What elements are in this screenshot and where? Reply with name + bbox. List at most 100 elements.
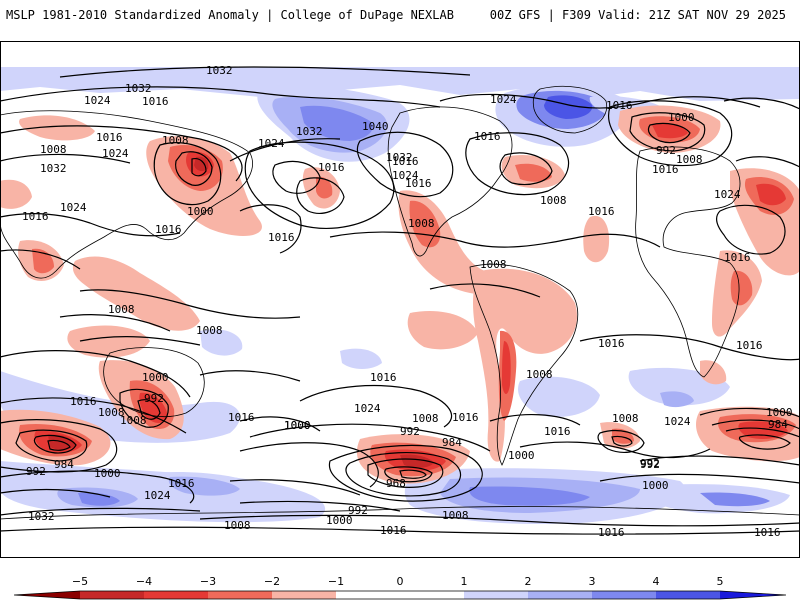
colorbar-swatches xyxy=(13,590,787,600)
anomaly-map: 1032 1032 1024 1016 1008 1024 1016 1032 … xyxy=(0,41,800,558)
antarctica-edge xyxy=(0,506,800,520)
isobar-label: 992 xyxy=(640,458,660,471)
isobar-label: 1016 xyxy=(370,371,397,384)
isobar-label: 1000 xyxy=(642,479,669,492)
colorbar-tick: −3 xyxy=(200,575,216,588)
isobar-label: 992 xyxy=(26,465,46,478)
isobar-label: 1016 xyxy=(544,425,571,438)
isobar-label: 1032 xyxy=(206,64,233,77)
colorbar-tick: −5 xyxy=(72,575,88,588)
isobar-label: 1032 xyxy=(296,125,323,138)
colorbar-tick: 1 xyxy=(461,575,468,588)
isobar-label: 992 xyxy=(348,504,368,517)
isobar-label: 1000 xyxy=(284,419,311,432)
isobar-label: 1016 xyxy=(598,526,625,539)
colorbar-swatch xyxy=(80,591,144,599)
isobar-label: 1000 xyxy=(766,406,793,419)
isobar-label: 1008 xyxy=(480,258,507,271)
greenland xyxy=(532,85,608,134)
isobar-label: 1024 xyxy=(714,188,741,201)
isobar-label: 1016 xyxy=(606,99,633,112)
colorbar-tick: 3 xyxy=(589,575,596,588)
positive-anomaly-shading xyxy=(0,67,800,525)
isobar-label: 1008 xyxy=(224,519,251,532)
isobar-label: 1016 xyxy=(754,526,781,539)
isobar-label: 1024 xyxy=(664,415,691,428)
colorbar-tick: 4 xyxy=(653,575,660,588)
colorbar-swatch xyxy=(592,591,656,599)
colorbar-tick: −1 xyxy=(328,575,344,588)
model-valid-time: 00Z GFS | F309 Valid: 21Z SAT NOV 29 202… xyxy=(489,8,786,22)
isobar-label: 1040 xyxy=(362,120,389,133)
colorbar-tick: −2 xyxy=(264,575,280,588)
isobar-label: 1016 xyxy=(474,130,501,143)
isobar-label: 1024 xyxy=(392,169,419,182)
isobar-label: 1008 xyxy=(412,412,439,425)
colorbar-outline xyxy=(13,590,787,600)
colorbar: −5 −4 −3 −2 −1 0 1 2 3 4 5 xyxy=(13,575,787,600)
colorbar-tick: −4 xyxy=(136,575,152,588)
colorbar-tick: 0 xyxy=(397,575,404,588)
isobar-label: 1008 xyxy=(676,153,703,166)
isobar-label: 1024 xyxy=(258,137,285,150)
isobar-label: 984 xyxy=(768,418,788,431)
isobar-label: 1008 xyxy=(40,143,67,156)
isobar-label: 1016 xyxy=(155,223,182,236)
isobar-label: 1008 xyxy=(162,134,189,147)
isobar-label: 1032 xyxy=(28,510,55,523)
isobar-label: 1008 xyxy=(408,217,435,230)
south-america xyxy=(469,263,579,466)
isobar-label: 1016 xyxy=(452,411,479,424)
isobar-label: 1000 xyxy=(94,467,121,480)
isobar-label: 984 xyxy=(442,436,462,449)
isobar-label: 1000 xyxy=(187,205,214,218)
colorbar-swatch xyxy=(208,591,272,599)
isobar-label: 992 xyxy=(400,425,420,438)
isobar-label: 1016 xyxy=(736,339,763,352)
asia xyxy=(0,110,253,279)
isobar-label: 1008 xyxy=(526,368,553,381)
isobar-label: 1008 xyxy=(612,412,639,425)
colorbar-swatch xyxy=(336,591,464,599)
colorbar-arrow-low xyxy=(14,591,80,599)
isobar-label: 1016 xyxy=(70,395,97,408)
isobar-label: 1016 xyxy=(392,155,419,168)
isobar-label: 1008 xyxy=(98,406,125,419)
isobar-label: 992 xyxy=(144,392,164,405)
isobar-label: 1016 xyxy=(268,231,295,244)
colorbar-swatch xyxy=(144,591,208,599)
north-america xyxy=(387,106,513,257)
isobar-label: 1000 xyxy=(668,111,695,124)
colorbar-swatch xyxy=(464,591,528,599)
map-title: MSLP 1981-2010 Standardized Anomaly | Co… xyxy=(6,8,454,22)
isobar-label: 1016 xyxy=(96,131,123,144)
isobar-label: 1016 xyxy=(652,163,679,176)
isobar-label: 1000 xyxy=(284,419,311,432)
isobar-label: 1000 xyxy=(326,514,353,527)
colorbar-ticks: −5 −4 −3 −2 −1 0 1 2 3 4 5 xyxy=(72,575,724,588)
isobar-label: 1016 xyxy=(380,524,407,537)
isobar-labels: 1032 1032 1024 1016 1008 1024 1016 1032 … xyxy=(22,64,793,539)
australia xyxy=(103,347,205,418)
isobar-label: 1016 xyxy=(228,411,255,424)
isobar-label: 1016 xyxy=(598,337,625,350)
isobar-label: 1024 xyxy=(84,94,111,107)
isobar-label: 1016 xyxy=(168,477,195,490)
isobar-label: 1016 xyxy=(318,161,345,174)
isobar-label: 1016 xyxy=(724,251,751,264)
isobar-contours xyxy=(0,66,800,535)
isobar-label: 1016 xyxy=(22,210,49,223)
isobar-label: 992 xyxy=(656,144,676,157)
colorbar-tick: 5 xyxy=(717,575,724,588)
isobar-label: 1032 xyxy=(40,162,67,175)
isobar-label: 1024 xyxy=(144,489,171,502)
isobar-label: 1000 xyxy=(142,371,169,384)
isobar-label: 1008 xyxy=(108,303,135,316)
colorbar-swatch xyxy=(528,591,592,599)
isobar-label: 1016 xyxy=(142,95,169,108)
isobar-label: 1024 xyxy=(354,402,381,415)
colorbar-arrow-high xyxy=(720,591,786,599)
colorbar-swatch xyxy=(272,591,336,599)
isobar-label: 968 xyxy=(386,477,406,490)
isobar-label: 1008 xyxy=(442,509,469,522)
